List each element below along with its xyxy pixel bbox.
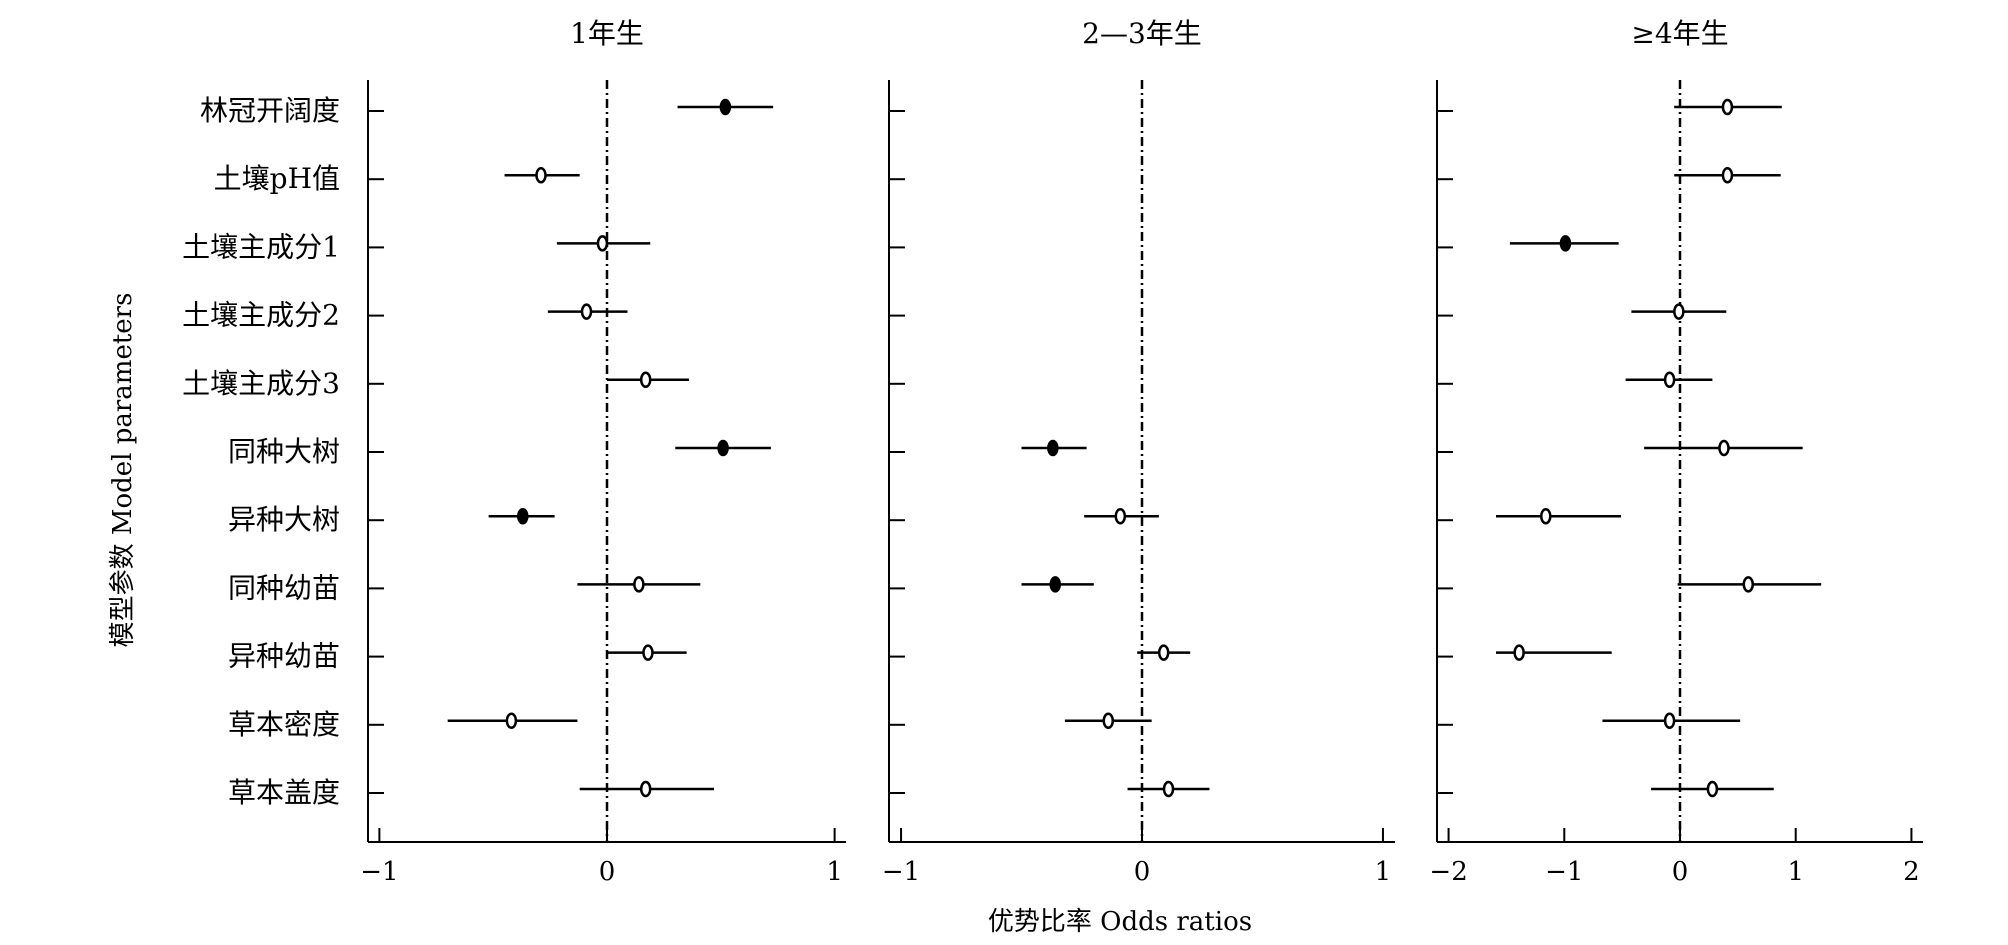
panel-title: 2—3年生 xyxy=(1082,17,1202,50)
parameter-label: 林冠开阔度 xyxy=(200,94,340,127)
x-tick-label: −2 xyxy=(1429,857,1467,887)
estimate-point-filled xyxy=(517,507,529,525)
parameter-label: 异种幼苗 xyxy=(228,640,340,673)
x-tick-label: 0 xyxy=(1134,857,1151,887)
x-tick-label: 2 xyxy=(1903,857,1920,887)
estimate-point-filled xyxy=(719,98,732,116)
parameter-label: 异种大树 xyxy=(228,503,340,536)
estimate-point-filled xyxy=(1047,439,1059,457)
panel-title: ≥4年生 xyxy=(1631,17,1728,50)
estimate-point-open xyxy=(1162,780,1175,798)
estimate-point-open xyxy=(1540,507,1552,525)
panel-1: 1年生 −1 0 1 xyxy=(360,17,846,887)
x-tick-label: 0 xyxy=(599,857,616,887)
parameter-label: 土壤主成分1 xyxy=(182,230,340,263)
x-tick-label: 1 xyxy=(1787,857,1804,887)
estimate-point-open xyxy=(596,235,609,252)
parameter-label: 同种幼苗 xyxy=(228,571,340,604)
estimate-point-open xyxy=(1663,712,1676,730)
estimate-point-open xyxy=(580,303,593,320)
estimate-point-open xyxy=(1706,780,1719,798)
estimate-point-open xyxy=(639,780,652,798)
panel-2: 2—3年生 −1 0 1 xyxy=(882,17,1395,887)
parameter-label: 草本密度 xyxy=(228,708,340,741)
estimate-point-open xyxy=(1663,371,1676,389)
x-tick-label: 1 xyxy=(1375,857,1392,887)
estimate-point-open xyxy=(1721,166,1734,184)
estimate-point-open xyxy=(1718,439,1730,457)
panel-title: 1年生 xyxy=(570,17,644,50)
parameter-label: 草本盖度 xyxy=(228,776,340,809)
x-tick-label: −1 xyxy=(1545,857,1583,887)
parameter-label: 土壤主成分3 xyxy=(182,367,340,400)
estimate-point-filled xyxy=(1049,576,1062,593)
x-tick-label: −1 xyxy=(360,857,398,887)
estimate-point-open xyxy=(535,166,547,184)
x-axis-title: 优势比率 Odds ratios xyxy=(988,907,1252,937)
estimate-point-open xyxy=(1102,712,1115,730)
estimate-point-open xyxy=(633,576,645,593)
panel-3: ≥4年生 −2 −1 0 1 2 xyxy=(1429,17,1923,887)
estimate-point-open xyxy=(505,712,518,730)
parameter-label: 土壤主成分2 xyxy=(182,299,340,332)
parameter-label: 土壤pH值 xyxy=(214,162,340,195)
estimate-point-open xyxy=(1157,644,1170,661)
estimate-point-open xyxy=(639,371,652,389)
parameter-label: 同种大树 xyxy=(228,435,340,468)
estimate-point-open xyxy=(1114,507,1127,525)
estimate-point-open xyxy=(1721,98,1734,116)
x-tick-label: 1 xyxy=(826,857,843,887)
panels: 1年生 −1 0 1 2—3年生 −1 0 1 ≥4年生 −2 −1 0 1 2 xyxy=(360,17,1923,887)
x-tick-label: 0 xyxy=(1672,857,1689,887)
estimate-point-open xyxy=(642,644,654,661)
estimate-point-open xyxy=(1673,303,1685,320)
estimate-point-open xyxy=(1742,576,1755,593)
y-axis-title: 模型参数 Model parameters xyxy=(108,293,138,648)
estimate-point-filled xyxy=(1559,235,1572,252)
estimate-point-filled xyxy=(717,439,729,457)
estimate-point-open xyxy=(1513,644,1525,661)
x-tick-label: −1 xyxy=(882,857,920,887)
